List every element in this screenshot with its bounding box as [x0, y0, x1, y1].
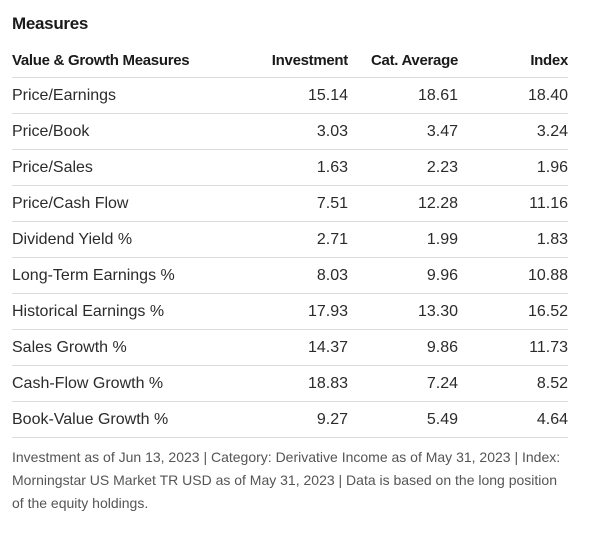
table-row: Long-Term Earnings % 8.03 9.96 10.88 [12, 257, 568, 294]
table-row: Historical Earnings % 17.93 13.30 16.52 [12, 293, 568, 330]
investment-value: 7.51 [248, 185, 348, 222]
row-label: Price/Book [12, 113, 248, 150]
investment-value: 3.03 [248, 113, 348, 150]
category-average-value: 13.30 [348, 293, 458, 330]
category-average-value: 12.28 [348, 185, 458, 222]
row-label: Long-Term Earnings % [12, 257, 248, 294]
index-value: 10.88 [458, 257, 568, 294]
investment-value: 18.83 [248, 365, 348, 402]
table-row: Price/Cash Flow 7.51 12.28 11.16 [12, 185, 568, 222]
header-value-growth-measures: Value & Growth Measures [12, 44, 248, 78]
category-average-value: 5.49 [348, 401, 458, 438]
row-label: Price/Sales [12, 149, 248, 186]
category-average-value: 9.96 [348, 257, 458, 294]
category-average-value: 1.99 [348, 221, 458, 258]
category-average-value: 18.61 [348, 77, 458, 114]
index-value: 4.64 [458, 401, 568, 438]
table-row: Price/Earnings 15.14 18.61 18.40 [12, 77, 568, 114]
header-index: Index [458, 44, 568, 78]
index-value: 11.73 [458, 329, 568, 366]
index-value: 16.52 [458, 293, 568, 330]
row-label: Historical Earnings % [12, 293, 248, 330]
header-category-average: Cat. Average [348, 44, 458, 78]
row-label: Dividend Yield % [12, 221, 248, 258]
table-row: Dividend Yield % 2.71 1.99 1.83 [12, 221, 568, 258]
index-value: 8.52 [458, 365, 568, 402]
category-average-value: 3.47 [348, 113, 458, 150]
row-label: Book-Value Growth % [12, 401, 248, 438]
table-row: Cash-Flow Growth % 18.83 7.24 8.52 [12, 365, 568, 402]
row-label: Price/Earnings [12, 77, 248, 114]
index-value: 18.40 [458, 77, 568, 114]
category-average-value: 7.24 [348, 365, 458, 402]
table-row: Sales Growth % 14.37 9.86 11.73 [12, 329, 568, 366]
row-label: Sales Growth % [12, 329, 248, 366]
investment-value: 2.71 [248, 221, 348, 258]
investment-value: 14.37 [248, 329, 348, 366]
index-value: 1.83 [458, 221, 568, 258]
index-value: 11.16 [458, 185, 568, 222]
investment-value: 15.14 [248, 77, 348, 114]
category-average-value: 2.23 [348, 149, 458, 186]
table-row: Book-Value Growth % 9.27 5.49 4.64 [12, 401, 568, 438]
header-investment: Investment [248, 44, 348, 78]
footnote: Investment as of Jun 13, 2023 | Category… [12, 449, 561, 511]
index-value: 3.24 [458, 113, 568, 150]
index-value: 1.96 [458, 149, 568, 186]
table-row: Price/Sales 1.63 2.23 1.96 [12, 149, 568, 186]
row-label: Cash-Flow Growth % [12, 365, 248, 402]
table-row: Price/Book 3.03 3.47 3.24 [12, 113, 568, 150]
investment-value: 17.93 [248, 293, 348, 330]
measures-table: Value & Growth Measures Investment Cat. … [12, 44, 568, 438]
section-title: Measures [12, 14, 89, 33]
investment-value: 1.63 [248, 149, 348, 186]
category-average-value: 9.86 [348, 329, 458, 366]
row-label: Price/Cash Flow [12, 185, 248, 222]
investment-value: 8.03 [248, 257, 348, 294]
table-header-row: Value & Growth Measures Investment Cat. … [12, 44, 568, 78]
investment-value: 9.27 [248, 401, 348, 438]
